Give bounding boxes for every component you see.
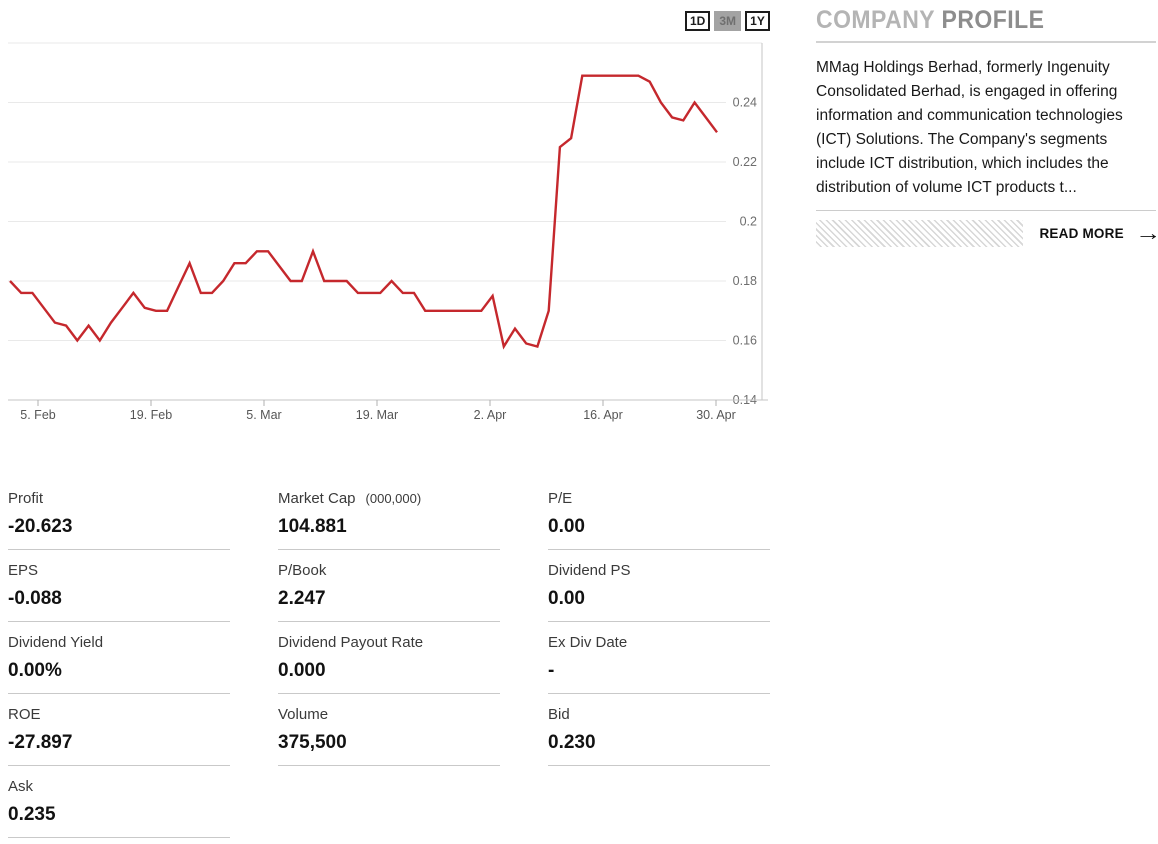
stat-value: -0.088 (8, 588, 62, 609)
company-description: MMag Holdings Berhad, formerly Ingenuity… (816, 59, 1123, 196)
svg-text:19. Feb: 19. Feb (130, 408, 172, 422)
stat-value: -20.623 (8, 516, 73, 537)
read-more-link[interactable]: READ MORE → (1023, 223, 1158, 244)
stat-value: 0.230 (548, 732, 596, 753)
stat-value: 2.247 (278, 588, 326, 609)
stat-label: P/E (548, 490, 573, 507)
read-more-label: READ MORE (1039, 226, 1124, 241)
stat-value: 104.881 (278, 516, 347, 537)
range-button-3m[interactable]: 3M (714, 11, 742, 31)
company-profile-panel: COMPANY PROFILE MMag Holdings Berhad, fo… (816, 6, 1158, 247)
arrow-right-icon: → (1135, 223, 1158, 244)
stat-value: - (548, 660, 555, 681)
stat-label: Profit (8, 490, 44, 507)
svg-text:16. Apr: 16. Apr (583, 408, 623, 422)
company-profile-title-block: COMPANY PROFILE (816, 6, 1156, 43)
price-chart-svg: 0.240.220.20.180.160.145. Feb 19. Feb 5. M… (8, 42, 768, 422)
svg-text:0.2: 0.2 (740, 215, 757, 229)
svg-text:0.16: 0.16 (733, 334, 757, 348)
title-word-profile: PROFILE (941, 6, 1045, 34)
stat-label: Ask (8, 778, 34, 795)
stat-label: ROE (8, 706, 41, 723)
stat-cell: Dividend Yield 0.00% (8, 634, 230, 694)
read-more-row: READ MORE → (816, 210, 1158, 247)
price-chart-panel: 1D 3M 1Y 0.24 0.22 0.2 0.18 0.16 0.14 5. Feb 19… (0, 0, 778, 432)
stat-cell: Ask 0.235 (8, 778, 230, 838)
stat-cell: Profit -20.623 (8, 490, 230, 550)
svg-text:5. Mar: 5. Mar (246, 408, 281, 422)
stat-label: Dividend Yield (8, 634, 104, 651)
stat-value: 0.000 (278, 660, 326, 681)
company-profile-title: COMPANY PROFILE (816, 6, 1129, 35)
stat-cell: P/Book 2.247 (278, 562, 500, 622)
stat-value: -27.897 (8, 732, 73, 753)
stat-unit-note: (000,000) (365, 491, 422, 506)
stat-label: Volume (278, 706, 329, 723)
stat-cell: Ex Div Date - (548, 634, 770, 694)
stat-cell: ROE -27.897 (8, 706, 230, 766)
stat-cell: Dividend Payout Rate 0.000 (278, 634, 500, 694)
range-button-1y[interactable]: 1Y (745, 11, 771, 31)
svg-text:0.24: 0.24 (733, 96, 757, 110)
svg-text:2. Apr: 2. Apr (474, 408, 507, 422)
stat-cell: Bid 0.230 (548, 706, 770, 766)
svg-text:19. Mar: 19. Mar (356, 408, 398, 422)
stat-label: Ex Div Date (548, 634, 628, 651)
stat-value: 375,500 (278, 732, 347, 753)
stat-label: Market Cap (278, 490, 356, 507)
stat-label: EPS (8, 562, 39, 579)
stat-value: 0.00 (548, 516, 585, 537)
svg-text:0.22: 0.22 (733, 155, 757, 169)
stat-value: 0.00% (8, 660, 62, 681)
stat-label: Bid (548, 706, 570, 723)
title-word-company: COMPANY (816, 6, 935, 34)
hatch-decoration (816, 220, 1024, 247)
range-switcher: 1D 3M 1Y (685, 11, 771, 31)
range-button-1d[interactable]: 1D (685, 11, 711, 31)
stat-cell: P/E 0.00 (548, 490, 770, 550)
stat-label: P/Book (278, 562, 327, 579)
stat-label: Dividend Payout Rate (278, 634, 424, 651)
stat-value: 0.235 (8, 804, 56, 825)
key-stats-grid: Profit -20.623 Market Cap (000,000) 104.8… (8, 490, 770, 838)
stat-value: 0.00 (548, 588, 585, 609)
svg-text:30. Apr: 30. Apr (696, 408, 736, 422)
stat-cell: Volume 375,500 (278, 706, 500, 766)
stat-cell: Dividend PS 0.00 (548, 562, 770, 622)
stat-cell: Market Cap (000,000) 104.881 (278, 490, 500, 550)
stat-label: Dividend PS (548, 562, 631, 579)
stat-cell: EPS -0.088 (8, 562, 230, 622)
svg-text:5. Feb: 5. Feb (20, 408, 55, 422)
svg-text:0.18: 0.18 (733, 274, 757, 288)
